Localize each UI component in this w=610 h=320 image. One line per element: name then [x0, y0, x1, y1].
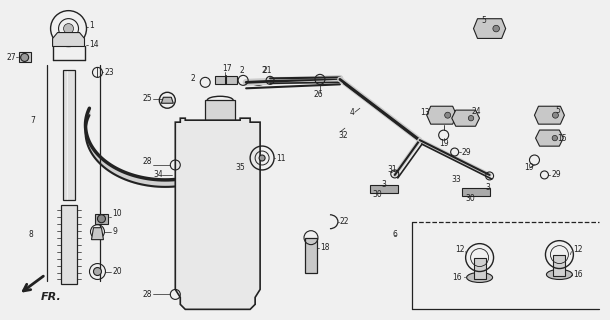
Polygon shape	[536, 130, 563, 146]
Circle shape	[468, 116, 474, 121]
Text: 18: 18	[320, 243, 329, 252]
Circle shape	[63, 24, 74, 34]
Text: 5: 5	[556, 106, 561, 115]
Polygon shape	[92, 228, 104, 240]
Text: 28: 28	[143, 157, 152, 166]
Text: 2: 2	[240, 66, 245, 75]
Circle shape	[98, 215, 106, 223]
Text: 4: 4	[350, 108, 355, 117]
Ellipse shape	[547, 269, 572, 279]
Polygon shape	[96, 214, 109, 224]
Text: 35: 35	[235, 164, 245, 172]
Circle shape	[445, 112, 451, 118]
Text: 19: 19	[525, 164, 534, 172]
Polygon shape	[473, 19, 506, 38]
Text: 31: 31	[388, 165, 398, 174]
Circle shape	[21, 53, 29, 61]
Bar	[553, 255, 565, 276]
Text: FR.: FR.	[41, 292, 62, 302]
Bar	[370, 185, 398, 193]
Text: 15: 15	[558, 133, 567, 143]
Polygon shape	[452, 110, 479, 126]
Text: 26: 26	[314, 90, 323, 99]
Text: 23: 23	[104, 68, 114, 77]
Text: 21: 21	[262, 66, 271, 75]
Text: 11: 11	[276, 154, 285, 163]
Text: 7: 7	[30, 116, 35, 125]
Text: 29: 29	[551, 171, 561, 180]
Ellipse shape	[467, 273, 492, 283]
Circle shape	[259, 155, 265, 161]
Circle shape	[552, 135, 558, 141]
Circle shape	[493, 25, 500, 32]
Bar	[188, 125, 255, 304]
Bar	[215, 120, 225, 200]
Polygon shape	[427, 106, 457, 124]
Bar	[462, 188, 490, 196]
Bar	[60, 205, 76, 284]
Polygon shape	[52, 33, 85, 46]
Text: 22: 22	[340, 217, 350, 226]
Polygon shape	[161, 97, 173, 103]
Text: 28: 28	[143, 290, 152, 299]
Text: 3: 3	[381, 180, 386, 189]
Circle shape	[553, 112, 558, 118]
Polygon shape	[19, 52, 30, 62]
Text: 13: 13	[420, 108, 429, 117]
Text: 30: 30	[465, 194, 475, 203]
Text: 2: 2	[190, 74, 195, 83]
Circle shape	[93, 268, 101, 276]
Text: 6: 6	[393, 230, 398, 239]
Text: 3: 3	[486, 183, 490, 192]
Text: 1: 1	[90, 21, 94, 30]
Text: 27: 27	[7, 53, 16, 62]
Text: 34: 34	[153, 171, 163, 180]
Text: 9: 9	[112, 227, 117, 236]
Bar	[473, 258, 486, 279]
Bar	[63, 70, 74, 200]
Text: 20: 20	[112, 267, 122, 276]
Text: 2: 2	[261, 66, 266, 75]
Polygon shape	[534, 106, 564, 124]
Text: 24: 24	[472, 107, 481, 116]
Text: 19: 19	[440, 139, 450, 148]
Bar	[205, 100, 235, 125]
Bar	[215, 76, 237, 84]
Text: 30: 30	[373, 190, 382, 199]
Bar	[305, 238, 317, 273]
Text: 5: 5	[481, 16, 486, 25]
Text: 14: 14	[90, 40, 99, 49]
Text: 33: 33	[451, 175, 461, 184]
Text: 16: 16	[452, 273, 462, 282]
Text: 25: 25	[143, 94, 152, 103]
Text: 8: 8	[29, 230, 34, 239]
Text: 29: 29	[462, 148, 472, 156]
Polygon shape	[175, 118, 260, 309]
Text: 12: 12	[573, 245, 583, 254]
Text: 16: 16	[573, 270, 583, 279]
Text: 32: 32	[338, 131, 348, 140]
Text: 10: 10	[112, 209, 122, 218]
Text: 17: 17	[222, 64, 232, 73]
Text: 12: 12	[455, 245, 465, 254]
